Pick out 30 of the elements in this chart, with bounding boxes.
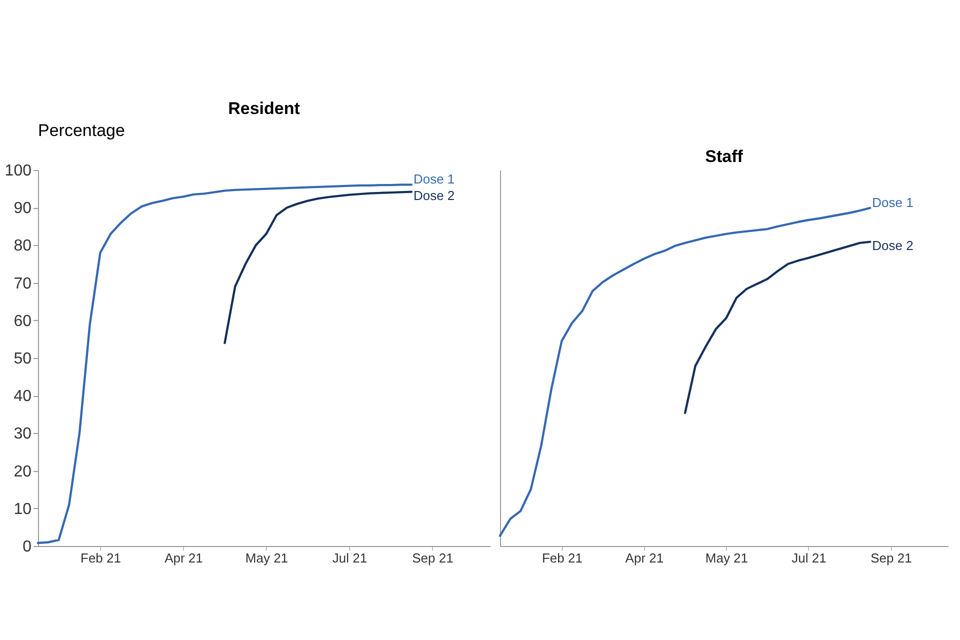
y-tick-label: 10 [14,500,32,518]
series-label: Dose 1 [872,194,914,210]
y-axis-title: Percentage [38,121,125,140]
line-series [224,190,413,344]
line-series [36,184,413,544]
chart-title: Resident [228,99,300,118]
y-tick-label: 60 [14,312,32,330]
x-tick-label: May 21 [245,550,288,566]
y-tick-label: 80 [14,238,32,255]
series-label: Dose 2 [413,188,455,203]
x-tick-label: Feb 21 [542,550,582,566]
y-tick-label: 0 [22,538,32,556]
y-tick-label: 70 [14,275,32,292]
x-tick-label: May 21 [705,550,748,566]
y-tick-label: 100 [4,162,32,180]
x-tick-label: Feb 21 [80,550,121,566]
y-tick-label: 90 [14,200,32,218]
y-tick-label: 30 [14,426,32,443]
x-tick-label: Apr 21 [164,550,203,566]
series-label: Dose 2 [872,238,914,253]
x-tick-label: Sep 21 [870,550,912,566]
y-tick-label: 20 [14,463,32,480]
y-tick-label: 50 [14,350,32,368]
series-label: Dose 1 [413,172,455,187]
x-tick-label: Sep 21 [412,550,454,566]
x-tick-label: Apr 21 [625,550,664,566]
x-tick-label: Jul 21 [792,550,826,566]
x-tick-label: Jul 21 [332,550,368,566]
y-tick-label: 40 [14,388,32,406]
chart-title: Staff [705,147,744,166]
